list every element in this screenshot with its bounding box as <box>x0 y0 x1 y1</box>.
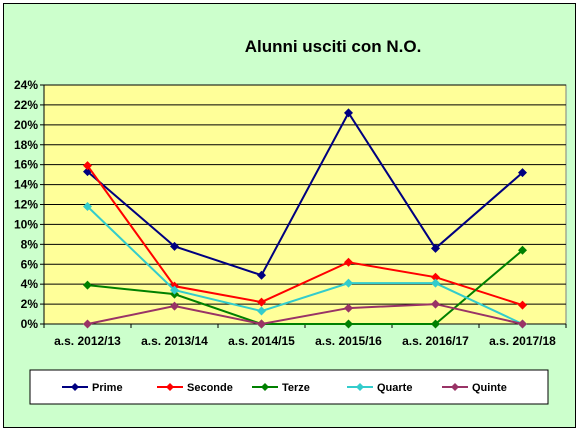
data-point <box>83 319 92 329</box>
legend-label: Terze <box>282 382 310 394</box>
y-tick-label: 10% <box>14 217 38 231</box>
legend-label: Seconde <box>187 382 233 394</box>
x-tick-label: a.s. 2013/14 <box>141 334 208 348</box>
data-point <box>83 161 92 171</box>
legend-item-prime: Prime <box>62 382 123 394</box>
y-tick-label: 16% <box>14 158 38 172</box>
legend-item-seconde: Seconde <box>157 382 233 394</box>
data-point <box>257 270 266 280</box>
legend-marker <box>451 383 459 391</box>
y-tick-label: 2% <box>21 297 39 311</box>
x-tick-label: a.s. 2012/13 <box>54 334 121 348</box>
data-point <box>257 306 266 316</box>
x-axis: a.s. 2012/13 a.s. 2013/14 a.s. 2014/15 a.s.… <box>43 323 567 348</box>
data-point <box>344 303 353 313</box>
series-line-terze <box>87 249 524 325</box>
data-point <box>431 272 440 282</box>
legend-item-quarte: Quarte <box>347 382 412 394</box>
y-tick-label: 20% <box>14 118 38 132</box>
data-point <box>431 243 440 253</box>
y-tick-label: 6% <box>21 257 39 271</box>
legend-label: Quarte <box>377 382 412 394</box>
legend-marker <box>166 383 174 391</box>
legend-marker <box>356 383 364 391</box>
x-tick-label: a.s. 2017/18 <box>489 334 556 348</box>
data-point <box>344 108 353 118</box>
data-point <box>170 241 179 251</box>
data-point <box>344 319 353 329</box>
data-point <box>257 297 266 307</box>
series-prime <box>83 108 527 280</box>
data-point <box>257 319 266 329</box>
data-point <box>344 257 353 267</box>
y-tick-label: 4% <box>21 277 39 291</box>
series-line-quinte <box>87 303 523 326</box>
y-tick-label: 24% <box>14 78 38 92</box>
x-tick-label: a.s. 2016/17 <box>402 334 469 348</box>
y-tick-label: 12% <box>14 198 38 212</box>
series-quarte <box>83 201 527 329</box>
y-tick-label: 14% <box>14 178 38 192</box>
y-tick-label: 8% <box>21 237 39 251</box>
y-tick-label: 22% <box>14 98 38 112</box>
data-point <box>83 280 92 290</box>
data-point <box>518 168 527 178</box>
data-point <box>518 319 527 329</box>
data-point <box>344 278 353 288</box>
data-point <box>431 299 440 309</box>
series-line-prime <box>86 110 524 277</box>
chart-title: Alunni usciti con N.O. <box>245 37 422 56</box>
data-point <box>431 278 440 288</box>
series-seconde <box>83 161 527 310</box>
data-point <box>518 300 527 310</box>
legend-marker <box>261 383 269 391</box>
series-line-seconde <box>86 165 523 307</box>
x-tick-label: a.s. 2015/16 <box>315 334 382 348</box>
legend-label: Quinte <box>472 382 507 394</box>
data-point <box>170 285 179 295</box>
series-line-quarte <box>86 205 523 325</box>
data-point <box>431 319 440 329</box>
legend-item-terze: Terze <box>252 382 310 394</box>
series-group <box>83 108 527 329</box>
x-tick-label: a.s. 2014/15 <box>228 334 295 348</box>
legend-item-quinte: Quinte <box>442 382 507 394</box>
data-point <box>518 245 527 255</box>
legend-items: Prime Seconde Terze Quarte Quinte <box>62 382 507 394</box>
legend-label: Prime <box>92 382 123 394</box>
y-tick-label: 0% <box>21 317 39 331</box>
legend-marker <box>71 383 79 391</box>
data-point <box>83 201 92 211</box>
data-point <box>170 301 179 311</box>
y-tick-label: 18% <box>14 138 38 152</box>
y-axis: 0% 2% 4% 6% 8% 10% 12% 14% 16% 18% 20% 22% 24% <box>14 78 45 331</box>
series-quinte <box>83 299 527 329</box>
